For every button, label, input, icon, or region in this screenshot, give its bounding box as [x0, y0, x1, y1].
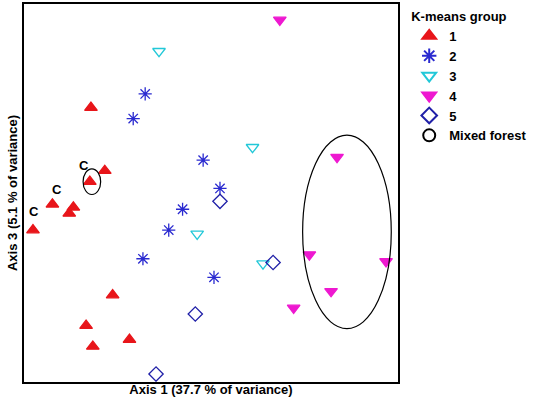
svg-text:5: 5: [449, 109, 456, 124]
svg-text:Axis 3 (5.1 % of variance): Axis 3 (5.1 % of variance): [5, 115, 20, 271]
svg-text:Axis 1 (37.7 % of variance): Axis 1 (37.7 % of variance): [129, 382, 292, 397]
svg-text:4: 4: [449, 89, 457, 104]
svg-text:C: C: [29, 204, 39, 219]
svg-text:Mixed forest: Mixed forest: [449, 128, 526, 143]
svg-text:C: C: [52, 182, 62, 197]
svg-text:2: 2: [449, 49, 456, 64]
svg-text:3: 3: [449, 69, 456, 84]
svg-text:1: 1: [449, 29, 456, 44]
svg-text:C: C: [79, 158, 89, 173]
svg-text:K-means group: K-means group: [411, 9, 506, 24]
